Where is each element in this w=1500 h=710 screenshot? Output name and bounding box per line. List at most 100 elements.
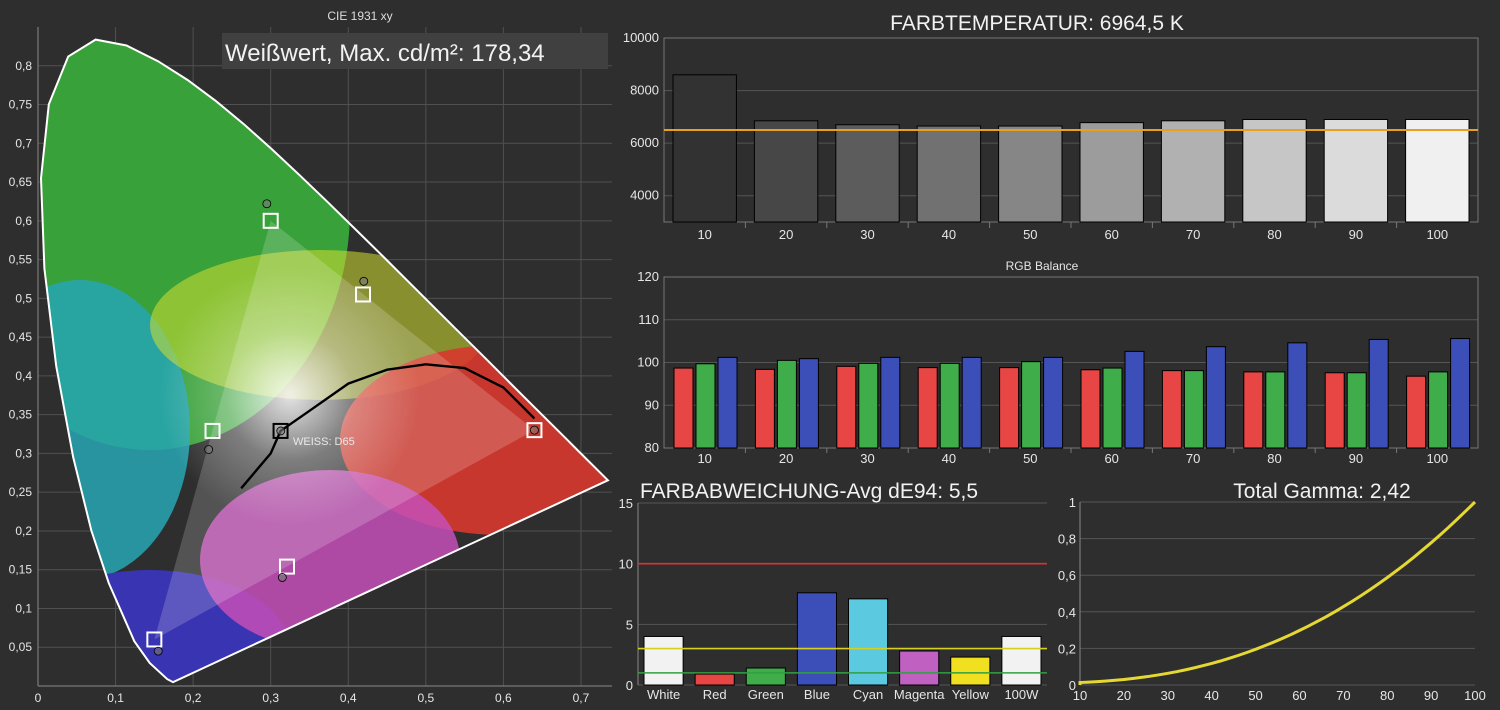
gm-x-tick: 100	[1464, 688, 1486, 703]
cie-y-tick: 0,8	[15, 59, 32, 73]
rgb-bar	[776, 359, 797, 449]
ct-x-tick: 70	[1186, 227, 1200, 242]
measured-marker	[262, 199, 272, 209]
gamma-title: Total Gamma: 2,42	[1233, 480, 1410, 503]
rgb-x-tick: 40	[942, 451, 956, 466]
ct-x-tick: 40	[942, 227, 956, 242]
rgb-x-tick: 100	[1426, 451, 1448, 466]
ct-bar	[835, 124, 900, 223]
ct-bars	[672, 74, 1470, 223]
de-x-tick: Green	[748, 687, 784, 702]
de-bar	[745, 667, 786, 686]
cie-points	[146, 199, 543, 656]
ct-x-tick: 60	[1104, 227, 1118, 242]
ct-y-tick: 10000	[623, 30, 659, 45]
measured-marker	[276, 426, 286, 436]
ct-y-tick: 8000	[630, 83, 659, 98]
rgb-bar	[798, 358, 819, 449]
cie-y-tick: 0,15	[9, 563, 33, 577]
cie-x-tick: 0,6	[495, 691, 512, 705]
cie-y-tick: 0,7	[15, 136, 32, 150]
de-bar	[950, 656, 991, 686]
gm-x-tick: 70	[1336, 688, 1350, 703]
rgb-bar	[1080, 369, 1101, 449]
de-labels: 0 5 10 15 White Red Green Blue Cyan Magenta Yellow…	[619, 496, 1040, 702]
white-value-box	[222, 33, 608, 69]
gm-y-tick: 0	[1069, 678, 1076, 693]
rgb-y-tick: 120	[637, 269, 659, 284]
ct-bar	[1405, 118, 1470, 223]
de-x-tick: Cyan	[853, 687, 883, 702]
rgb-bar	[1124, 350, 1145, 449]
target-marker	[146, 631, 163, 648]
rgb-x-tick: 60	[1104, 451, 1118, 466]
target-marker	[272, 422, 289, 439]
rgb-x-tick: 50	[1023, 451, 1037, 466]
rgb-bar	[1368, 338, 1389, 449]
rgb-x-tick: 90	[1349, 451, 1363, 466]
rgb-bar	[1102, 367, 1123, 449]
measured-marker	[204, 445, 214, 454]
target-marker	[278, 558, 295, 575]
de-bars	[643, 592, 1042, 686]
cie-x-tick: 0,4	[340, 691, 357, 705]
color-temperature-chart: FARBTEMPERATUR: 6964,5 K 4000 6000 8000 100…	[612, 0, 1500, 248]
cie-y-tick: 0,4	[15, 369, 32, 383]
delta-e-chart: FARBABWEICHUNG-Avg dE94: 5,5 0 5 10 15 White…	[612, 470, 1052, 710]
de-threshold-lines	[638, 562, 1047, 674]
cie-y-tick: 0,55	[9, 253, 33, 267]
target-marker	[204, 422, 221, 439]
rgb-labels: 80 90 100 110 120 10 20 30 40 50 60 70 80 90 100	[637, 269, 1448, 466]
rgb-bar	[1287, 342, 1308, 449]
ct-x-tick: 20	[779, 227, 793, 242]
de-x-tick: Magenta	[894, 687, 945, 702]
cie-x-tick: 0	[35, 691, 42, 705]
gm-x-tick: 30	[1161, 688, 1175, 703]
gm-x-tick: 20	[1117, 688, 1131, 703]
rgb-bar	[1265, 371, 1286, 449]
measured-marker	[153, 646, 163, 656]
de-y-tick: 5	[626, 617, 633, 632]
rgb-bar	[1324, 372, 1345, 449]
ct-y-tick: 4000	[630, 188, 659, 203]
cie-y-tick: 0,35	[9, 408, 33, 422]
de-bar	[899, 650, 940, 686]
rgb-bar	[695, 363, 716, 449]
rgb-bar	[1161, 370, 1182, 449]
cie-x-tick: 0,3	[262, 691, 279, 705]
de-bar	[796, 592, 837, 686]
rgb-bar	[717, 356, 738, 449]
rgb-bar	[754, 368, 775, 449]
rgb-x-tick: 10	[697, 451, 711, 466]
rgb-bar	[1428, 371, 1449, 449]
cie-title: CIE 1931 xy	[327, 9, 392, 23]
rgb-x-tick: 20	[779, 451, 793, 466]
rgb-bar	[1346, 372, 1367, 449]
rgb-y-tick: 80	[645, 440, 659, 455]
gm-x-tick: 10	[1073, 688, 1087, 703]
white-value-label: Weißwert, Max. cd/m²: 178,34	[225, 40, 545, 67]
ct-x-tick: 10	[697, 227, 711, 242]
de-x-tick: Yellow	[952, 687, 990, 702]
gamut-triangle	[154, 220, 535, 640]
gm-labels: 0 0,2 0,4 0,6 0,8 1 10 20 30 40 50 60 70 80 90 100	[1058, 495, 1486, 703]
gm-grid	[1079, 501, 1475, 686]
gm-y-tick: 0,2	[1058, 641, 1076, 656]
rgb-bar	[836, 365, 857, 449]
cie-x-tick: 0,7	[573, 691, 590, 705]
cie-y-tick: 0,5	[15, 291, 32, 305]
ct-bar	[1079, 122, 1144, 223]
gm-y-tick: 0,8	[1058, 532, 1076, 547]
rgb-bar	[961, 356, 982, 449]
rgb-y-tick: 90	[645, 397, 659, 412]
gm-y-tick: 0,4	[1058, 605, 1076, 620]
ct-bar	[753, 120, 819, 223]
ct-x-tick: 90	[1349, 227, 1363, 242]
cie-y-tick: 0,65	[9, 175, 33, 189]
de-x-tick: Blue	[804, 687, 830, 702]
cie-x-tick: 0,5	[417, 691, 434, 705]
rgb-bar	[1450, 338, 1471, 449]
cie-y-tick: 0,6	[15, 214, 32, 228]
rgb-x-tick: 80	[1267, 451, 1281, 466]
rgb-bars	[673, 338, 1471, 449]
